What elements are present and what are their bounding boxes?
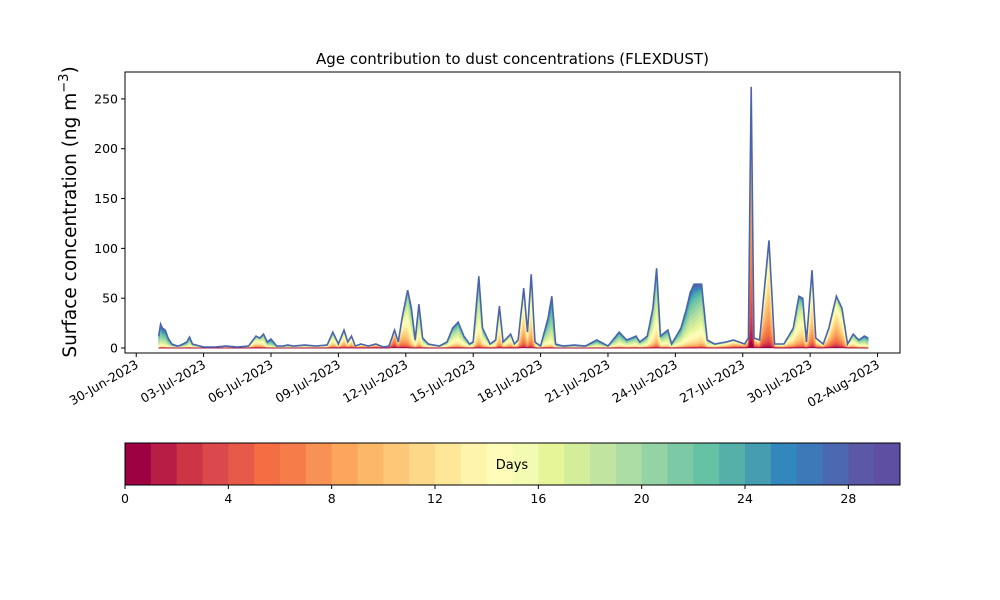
colorbar-swatch xyxy=(254,443,281,485)
y-axis: 0 50 100 150 200 250 xyxy=(94,91,125,356)
colorbar-swatch xyxy=(512,443,539,485)
x-tick-label: 24-Jul-2023 xyxy=(610,357,680,406)
colorbar-tick-label: 0 xyxy=(121,491,129,506)
total-concentration-line xyxy=(157,86,869,348)
x-axis: 30-Jun-202303-Jul-202306-Jul-202309-Jul-… xyxy=(67,353,882,410)
plot-frame xyxy=(124,71,901,354)
colorbar-swatch xyxy=(305,443,333,485)
age-band-28 xyxy=(158,86,869,348)
x-tick-label: 15-Jul-2023 xyxy=(407,357,477,406)
age-band-0 xyxy=(158,339,869,349)
colorbar-tick-label: 24 xyxy=(737,491,753,506)
colorbar-tick-label: 16 xyxy=(530,491,546,506)
colorbar-swatch xyxy=(590,443,617,485)
colorbar-ticks: 0 4 8 12 16 20 24 28 xyxy=(121,485,856,506)
y-tick-label: 100 xyxy=(94,241,118,256)
colorbar-swatch xyxy=(228,443,255,485)
y-axis-label-close: ) xyxy=(60,66,81,73)
colorbar-swatch xyxy=(770,443,798,485)
colorbar-swatch xyxy=(719,443,746,485)
colorbar-tick-label: 8 xyxy=(328,491,336,506)
colorbar-swatch xyxy=(331,443,358,485)
age-band-25 xyxy=(158,87,869,348)
colorbar xyxy=(124,442,901,486)
age-band-29 xyxy=(158,86,869,348)
colorbar-tick-label: 28 xyxy=(840,491,856,506)
x-tick-label: 21-Jul-2023 xyxy=(542,357,612,406)
y-tick-label: 150 xyxy=(94,191,118,206)
colorbar-swatch xyxy=(693,443,720,485)
x-tick-label: 06-Jul-2023 xyxy=(205,357,275,406)
colorbar-swatch xyxy=(486,443,513,485)
colorbar-swatch xyxy=(383,443,410,485)
colorbar-swatch xyxy=(125,443,152,485)
colorbar-swatch xyxy=(150,443,178,485)
x-tick-label: 27-Jul-2023 xyxy=(677,357,747,406)
age-band-27 xyxy=(158,87,869,348)
x-tick-label: 02-Aug-2023 xyxy=(804,357,882,410)
colorbar-swatch xyxy=(874,443,901,485)
age-band-26 xyxy=(158,87,869,348)
colorbar-swatch xyxy=(202,443,229,485)
colorbar-swatch xyxy=(460,443,488,485)
x-tick-label: 09-Jul-2023 xyxy=(273,357,343,406)
x-tick-label: 30-Jul-2023 xyxy=(744,357,814,406)
y-tick-label: 0 xyxy=(110,341,118,356)
y-axis-label: Surface concentration (ng m−3) xyxy=(57,66,81,357)
colorbar-swatch xyxy=(357,443,384,485)
colorbar-swatch xyxy=(745,443,772,485)
colorbar-tick-label: 12 xyxy=(427,491,443,506)
colorbar-swatch xyxy=(409,443,436,485)
x-tick-label: 18-Jul-2023 xyxy=(475,357,545,406)
x-tick-label: 30-Jun-2023 xyxy=(67,357,141,408)
colorbar-swatch xyxy=(848,443,875,485)
colorbar-swatch xyxy=(667,443,694,485)
colorbar-swatch xyxy=(538,443,565,485)
x-tick-label: 12-Jul-2023 xyxy=(340,357,410,406)
colorbar-swatch xyxy=(280,443,307,485)
colorbar-swatch xyxy=(615,443,643,485)
colorbar-swatch xyxy=(822,443,849,485)
x-tick-label: 03-Jul-2023 xyxy=(138,357,208,406)
colorbar-swatch xyxy=(435,443,462,485)
colorbar-swatch xyxy=(641,443,668,485)
y-tick-label: 250 xyxy=(94,91,118,106)
chart-title: Age contribution to dust concentrations … xyxy=(316,50,709,68)
colorbar-tick-label: 20 xyxy=(634,491,650,506)
colorbar-swatch xyxy=(796,443,823,485)
colorbar-swatch xyxy=(564,443,591,485)
plot-area xyxy=(157,86,869,349)
colorbar-frame xyxy=(124,442,901,486)
colorbar-label: Days xyxy=(496,458,529,473)
colorbar-tick-label: 4 xyxy=(224,491,232,506)
y-tick-label: 200 xyxy=(94,141,118,156)
y-axis-label-text: Surface concentration (ng m xyxy=(60,93,81,358)
y-tick-label: 50 xyxy=(102,291,118,306)
colorbar-swatch xyxy=(176,443,203,485)
y-axis-label-exponent: −3 xyxy=(57,74,72,93)
